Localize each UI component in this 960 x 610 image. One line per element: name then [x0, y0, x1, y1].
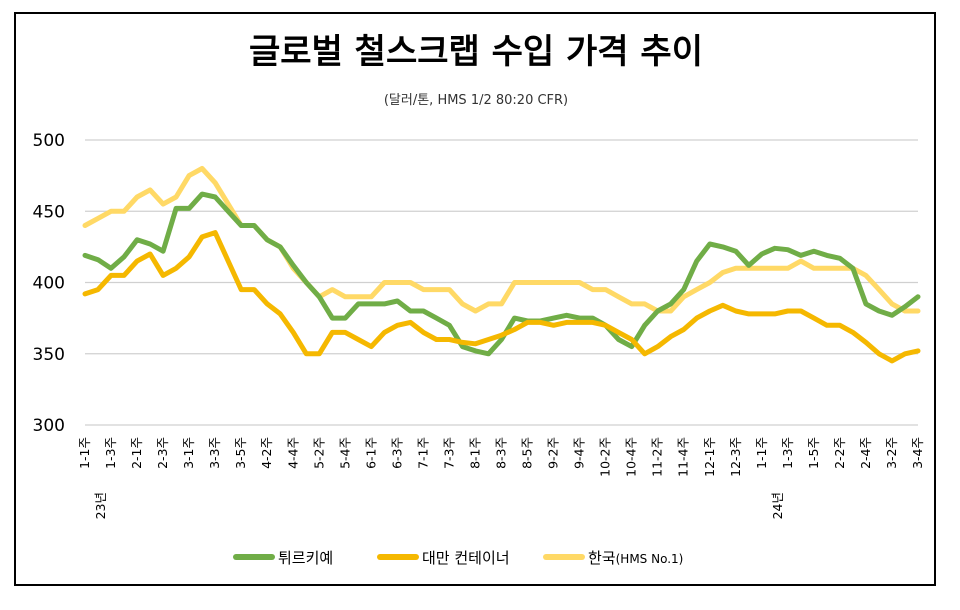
legend-label-1: 대만 컨테이너	[422, 549, 510, 567]
x-tick-label: 1-3주	[103, 437, 118, 469]
x-tick-label: 3-2주	[884, 437, 899, 469]
x-tick-label: 8-5주	[520, 437, 535, 469]
series-line-2	[82, 166, 921, 314]
y-tick-label: 450	[33, 202, 65, 222]
y-tick-label: 300	[33, 416, 65, 436]
x-tick-label: 6-1주	[363, 437, 378, 469]
x-axis: 1-1주 1-3주 2-1주 2-3주 3-1주 3-3주 3-5주 4-2주 4-4주 5-2주…	[77, 437, 925, 519]
x-tick-label: 10-4주	[624, 437, 639, 477]
chart-subtitle: (달러/톤, HMS 1/2 80:20 CFR)	[384, 93, 568, 108]
x-tick-label: 3-5주	[233, 437, 248, 469]
x-tick-label: 2-1주	[129, 437, 144, 469]
x-tick-label: 6-3주	[389, 437, 404, 469]
x-tick-label: 3-3주	[207, 437, 222, 469]
legend-name: 튀르키예	[278, 549, 333, 567]
x-year-label: 24년	[770, 492, 785, 519]
x-tick-label: 9-2주	[546, 437, 561, 469]
x-tick-label: 1-1주	[754, 437, 769, 469]
y-axis: 300 350 400 450 500	[33, 131, 65, 436]
legend-label-0: 튀르키예	[278, 549, 333, 567]
x-tick-label: 8-1주	[467, 437, 482, 469]
legend-name: 대만 컨테이너	[422, 549, 510, 567]
x-tick-label: 4-4주	[285, 437, 300, 469]
x-tick-label: 4-2주	[259, 437, 274, 469]
x-tick-label: 2-3주	[155, 437, 170, 469]
x-tick-label: 11-4주	[676, 437, 691, 477]
series-line-1	[82, 230, 921, 364]
x-tick-label: 2-4주	[858, 437, 873, 469]
x-tick-label: 12-1주	[702, 437, 717, 477]
y-tick-label: 350	[33, 345, 65, 365]
x-tick-label: 1-1주	[77, 437, 92, 469]
x-year-label: 23년	[93, 492, 108, 519]
x-tick-label: 9-4주	[572, 437, 587, 469]
x-tick-label: 3-4주	[910, 437, 925, 469]
x-tick-label: 12-3주	[728, 437, 743, 477]
series-line-0	[82, 191, 921, 357]
legend: 튀르키예 대만 컨테이너 한국(HMS No.1)	[233, 549, 683, 567]
y-tick-label: 500	[33, 131, 65, 151]
x-tick-label: 1-5주	[806, 437, 821, 469]
y-tick-label: 400	[33, 274, 65, 294]
legend-label-2: 한국(HMS No.1)	[588, 549, 683, 567]
legend-name: 한국	[588, 549, 616, 567]
x-tick-label: 7-3주	[441, 437, 456, 469]
x-tick-label: 8-3주	[494, 437, 509, 469]
x-tick-label: 5-2주	[311, 437, 326, 469]
x-tick-label: 5-4주	[337, 437, 352, 469]
grid-lines	[85, 139, 918, 426]
x-tick-label: 10-2주	[598, 437, 613, 477]
series-group	[82, 166, 921, 364]
x-tick-label: 7-1주	[415, 437, 430, 469]
x-tick-label: 3-1주	[181, 437, 196, 469]
x-tick-label: 11-2주	[650, 437, 665, 477]
legend-name-suffix: (HMS No.1)	[616, 552, 684, 566]
chart-frame	[14, 12, 936, 586]
chart-title: 글로벌 철스크랩 수입 가격 추이	[249, 32, 703, 72]
x-tick-label: 1-3주	[780, 437, 795, 469]
x-tick-label: 2-2주	[832, 437, 847, 469]
